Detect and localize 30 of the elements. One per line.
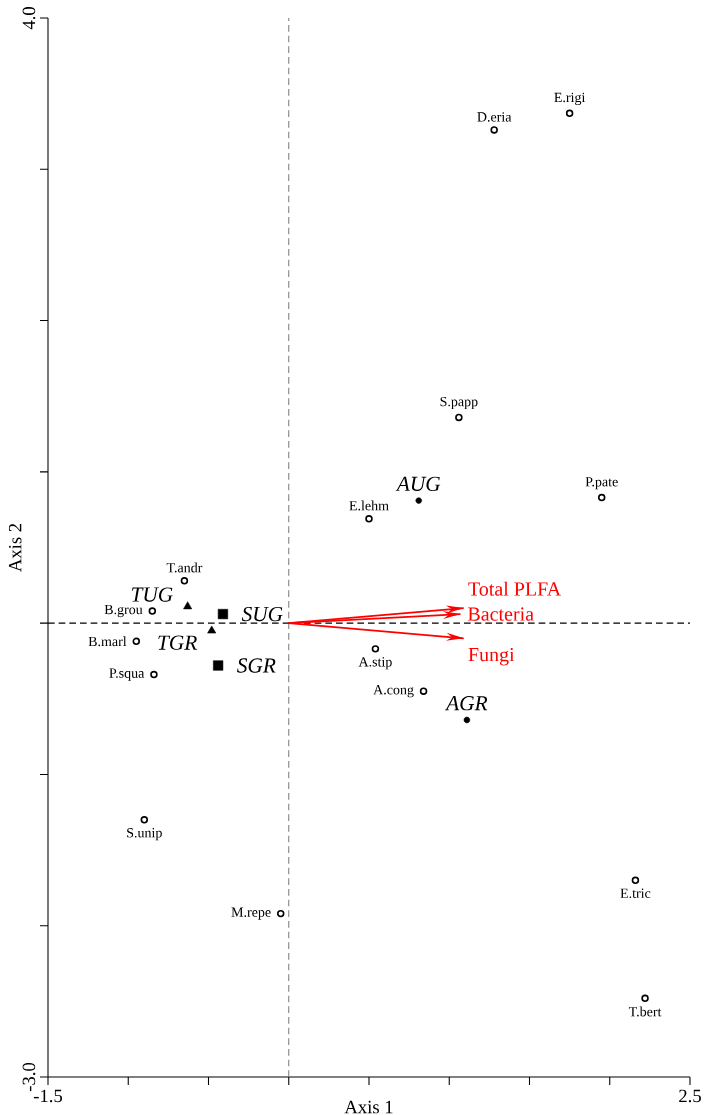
annotation: AUG xyxy=(395,476,441,491)
annotation: T.bert xyxy=(628,1006,662,1017)
annotation: Total PLFA xyxy=(468,581,562,596)
annotation: TGR xyxy=(158,635,197,650)
annotation: M.repe xyxy=(231,907,271,920)
annotation: SGR xyxy=(237,658,276,673)
annotation: Fungi xyxy=(468,647,515,666)
annotation: AGR xyxy=(444,696,488,711)
x-tick-label: 2.5 xyxy=(679,1089,701,1103)
annotation: D.eria xyxy=(477,112,512,122)
annotation: S.unip xyxy=(127,828,162,841)
annotation: SUG xyxy=(241,606,283,622)
annotation: A.cong xyxy=(373,685,414,698)
annotation: A.stip xyxy=(358,657,392,670)
annotation: S.papp xyxy=(440,396,478,410)
annotation: TUG xyxy=(131,587,173,602)
annotation: B.marl xyxy=(88,636,127,647)
y-tick-label: 4.0 xyxy=(22,7,36,30)
annotation: T.andr xyxy=(166,562,203,573)
y-tick-label: -3.0 xyxy=(22,1062,36,1092)
annotation: P.squa xyxy=(109,668,145,681)
annotation: E.lehm xyxy=(349,500,389,511)
x-tick-label: -1.5 xyxy=(33,1089,63,1103)
annotation: B.grou xyxy=(104,604,143,618)
y-axis-title: Axis 2 xyxy=(8,523,22,572)
annotation: E.tric xyxy=(620,888,651,899)
annotation: P.pate xyxy=(585,477,618,490)
annotation: E.rigi xyxy=(554,92,586,106)
x-axis-title: Axis 1 xyxy=(344,1100,393,1114)
annotation: Bacteria xyxy=(468,607,534,621)
